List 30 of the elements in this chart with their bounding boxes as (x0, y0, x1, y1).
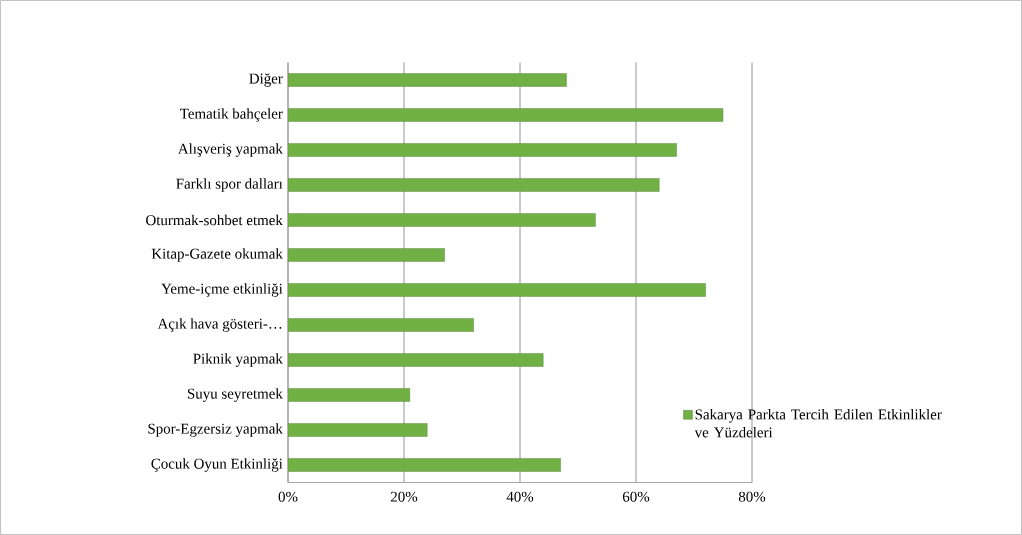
bar (288, 388, 411, 402)
bar (288, 73, 567, 87)
bar (288, 353, 544, 367)
y-tick-label: Suyu seyretmek (187, 388, 283, 402)
bar (288, 178, 660, 192)
y-tick-label: Tematik bahçeler (180, 108, 283, 122)
x-tick-label: 80% (738, 491, 766, 502)
y-tick-label: Piknik yapmak (193, 353, 283, 367)
bar (288, 458, 561, 472)
bar (288, 213, 596, 227)
y-tick-label: Açık hava gösteri-… (157, 318, 282, 332)
bar (288, 283, 706, 297)
x-tick-label: 40% (506, 491, 534, 502)
y-tick-label: Oturmak-sohbet etmek (146, 214, 283, 226)
legend-label: Sakarya Parkta Tercih Edilen Etkinlikler ve Yüzdeleri (694, 408, 942, 438)
y-tick-label: Diğer (249, 73, 283, 87)
bar (288, 248, 445, 262)
x-tick-label: 0% (278, 491, 298, 502)
x-tick-label: 20% (390, 491, 418, 502)
bar (288, 108, 724, 122)
y-tick-label: Alışveriş yapmak (177, 143, 283, 157)
x-tick-label: 60% (622, 491, 650, 502)
y-tick-label: Çocuk Oyun Etkinliği (151, 458, 283, 472)
bar (288, 143, 677, 157)
y-tick-label: Farklı spor dalları (176, 178, 283, 192)
y-tick-label: Kitap-Gazete okumak (151, 248, 283, 262)
bar (288, 318, 474, 332)
bar (288, 423, 428, 437)
y-tick-label: Spor-Egzersiz yapmak (148, 423, 283, 437)
y-tick-label: Yeme-içme etkinliği (161, 283, 283, 297)
